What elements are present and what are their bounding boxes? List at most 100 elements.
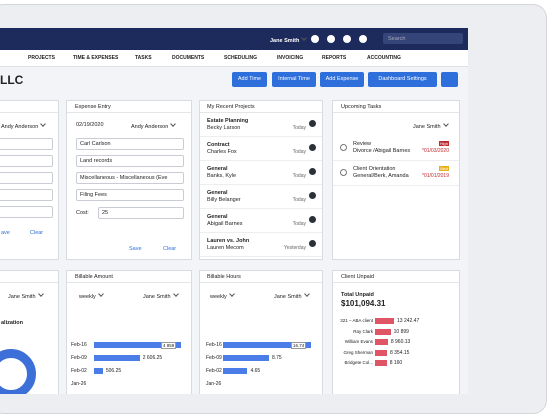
project-when: Yesterday (283, 245, 306, 251)
nav-item[interactable]: REPORTS (322, 55, 347, 61)
y-tick-label: 321 – ABA client (340, 318, 373, 323)
button[interactable]: Add Expense (320, 72, 364, 87)
field[interactable] (0, 138, 53, 150)
user-select[interactable]: Andy Anderson (1, 122, 45, 130)
y-tick-label: Feb-09 (206, 355, 222, 361)
timer-icon[interactable] (359, 35, 367, 43)
widget: Client Unpaid Total Unpaid $101,094.31 3… (332, 270, 460, 394)
save-link[interactable]: Save (129, 246, 142, 252)
field[interactable] (0, 155, 53, 167)
task-date: *01/03/2020 (422, 148, 449, 154)
project-name[interactable]: General (207, 166, 228, 172)
project-name[interactable]: Estate Planning (207, 118, 249, 124)
save-link[interactable]: ave (1, 230, 10, 236)
button[interactable]: Internal Time (272, 72, 316, 87)
user-select[interactable]: Jane Smith (413, 122, 448, 130)
project-name[interactable]: Lauren vs. John (207, 238, 250, 244)
widget-header: Expense Entry (67, 101, 191, 113)
nav-item[interactable]: TIME & EXPENSES (73, 55, 119, 61)
user-select[interactable]: Jane Smith (143, 292, 178, 300)
field[interactable]: 25 (98, 207, 184, 219)
notify-icon[interactable] (327, 35, 335, 43)
task-matter: Divorce /Abigail Barnes (353, 148, 411, 154)
task-name[interactable]: Client Orientation (353, 166, 396, 172)
period-select[interactable]: weekly (79, 292, 103, 300)
add-button[interactable] (309, 144, 316, 151)
field[interactable]: Miscellaneous - Miscellaneous (Eve (76, 172, 184, 184)
help-icon[interactable] (343, 35, 351, 43)
search-box[interactable]: Search (383, 33, 463, 44)
user-select[interactable]: Jane Smith (8, 292, 43, 300)
divider (200, 160, 322, 161)
field[interactable] (0, 206, 53, 218)
donut (0, 349, 36, 394)
task-matter: General/Berk, Amanda (353, 173, 409, 179)
project-name[interactable]: Contract (207, 142, 230, 148)
widget-header: Billable Amount (67, 271, 191, 283)
widget-title: Billable Amount (75, 274, 113, 280)
date-field[interactable]: 02/19/2020 (76, 122, 104, 128)
bar (375, 349, 387, 356)
nav-item[interactable]: ACCOUNTING (367, 55, 401, 61)
y-tick-label: Feb-02 (71, 368, 87, 374)
add-button[interactable] (309, 216, 316, 223)
field[interactable]: Carl Carlson (76, 138, 184, 150)
bar (375, 318, 394, 324)
field[interactable] (0, 189, 53, 201)
chart-label: alization (1, 320, 24, 326)
widget: Upcoming Tasks Jane Smith Review Divorce … (332, 100, 460, 260)
clear-link[interactable]: Clear (163, 246, 177, 252)
user-select[interactable]: Andy Anderson (131, 122, 175, 130)
checkbox[interactable] (340, 144, 347, 151)
top-bar: Jane Smith Search (0, 28, 468, 50)
add-button[interactable] (309, 168, 316, 175)
clear-link[interactable]: Clear (30, 230, 44, 236)
bar (94, 342, 181, 348)
widget-title: Expense Entry (75, 104, 111, 110)
add-button[interactable] (309, 120, 316, 127)
priority-badge: Med (439, 166, 449, 171)
nav-item[interactable]: INVOICING (277, 55, 304, 61)
add-button[interactable] (309, 192, 316, 199)
project-when: Today (292, 197, 306, 203)
nav-bar: TSPROJECTSTIME & EXPENSESTASKSDOCUMENTSS… (0, 50, 468, 67)
nav-item[interactable]: DOCUMENTS (172, 55, 205, 61)
divider (333, 185, 459, 186)
bar (223, 355, 269, 361)
y-tick-label: Jan-26 (71, 381, 87, 387)
data-label: 8 960.13 (390, 339, 411, 345)
project-name[interactable]: General (207, 214, 228, 220)
data-label: 13 242.47 (397, 318, 420, 324)
user-select[interactable]: Jane Smith (274, 292, 309, 300)
widget-header (0, 101, 58, 113)
task-name[interactable]: Review (353, 141, 372, 147)
info-button[interactable] (441, 72, 458, 87)
period-select[interactable]: weekly (210, 292, 234, 300)
divider (333, 160, 459, 161)
widget-header: Billable Hours (200, 271, 322, 283)
field-text: Land records (80, 158, 113, 164)
add-icon[interactable] (311, 35, 319, 43)
field[interactable]: Filing Fees (76, 189, 184, 201)
divider (200, 136, 322, 137)
user-menu[interactable]: Jane Smith (270, 36, 306, 44)
widget: Billable Amount weekly Jane Smith Feb-16… (66, 270, 192, 394)
checkbox[interactable] (340, 169, 347, 176)
project-when: Today (292, 149, 306, 155)
button[interactable]: Dashboard Settings (368, 72, 437, 87)
screen: Jane Smith Search TSPROJECTSTIME & EXPEN… (0, 28, 468, 394)
y-tick-label: Jan-26 (206, 381, 222, 387)
data-label: 2 606.25 (142, 355, 163, 361)
total-label: Total Unpaid (341, 292, 374, 298)
bar (375, 339, 388, 345)
nav-item[interactable]: SCHEDULING (224, 55, 258, 61)
nav-item[interactable]: PROJECTS (28, 55, 55, 61)
add-button[interactable] (309, 240, 316, 247)
field[interactable] (0, 172, 53, 184)
project-name[interactable]: General (207, 190, 228, 196)
field[interactable]: Land records (76, 155, 184, 167)
y-tick-label: Feb-09 (71, 355, 87, 361)
nav-item[interactable]: TASKS (135, 55, 152, 61)
button[interactable]: Add Time (232, 72, 267, 87)
bar (223, 342, 311, 348)
